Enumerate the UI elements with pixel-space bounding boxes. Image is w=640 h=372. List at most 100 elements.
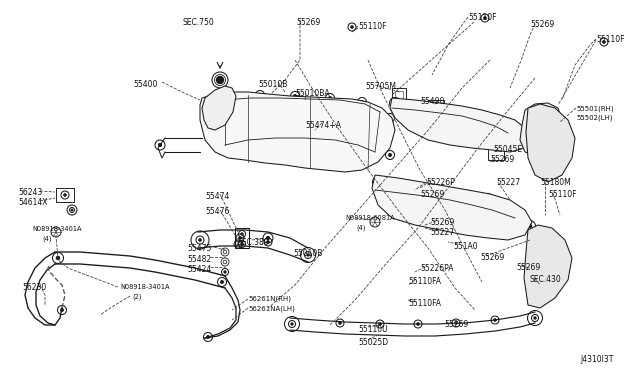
Text: 55227: 55227 (430, 228, 454, 237)
Text: 55110F: 55110F (548, 190, 577, 199)
Circle shape (307, 254, 309, 256)
Circle shape (547, 174, 549, 176)
Circle shape (547, 294, 549, 296)
Text: 55269: 55269 (516, 263, 540, 272)
Text: 55110FA: 55110FA (408, 299, 441, 308)
Circle shape (364, 151, 366, 153)
Circle shape (294, 147, 296, 149)
Text: N08918-3401A: N08918-3401A (32, 226, 81, 232)
Circle shape (489, 117, 492, 119)
Circle shape (379, 323, 381, 325)
Text: SEC.380: SEC.380 (237, 238, 269, 247)
Bar (431, 103, 441, 117)
Circle shape (529, 131, 532, 134)
Circle shape (494, 319, 496, 321)
Text: 55705M: 55705M (365, 82, 396, 91)
Circle shape (239, 237, 241, 239)
Circle shape (241, 233, 243, 235)
Circle shape (376, 180, 380, 183)
Text: 55180M: 55180M (540, 178, 571, 187)
Circle shape (241, 243, 243, 245)
Text: 55110FA: 55110FA (408, 277, 441, 286)
Bar (428, 100, 444, 120)
Circle shape (207, 336, 209, 338)
Text: 55400: 55400 (133, 80, 157, 89)
Text: (4): (4) (356, 224, 365, 231)
Circle shape (361, 101, 364, 103)
Text: (2): (2) (132, 293, 141, 299)
Text: 55110F: 55110F (468, 13, 497, 22)
Polygon shape (526, 104, 575, 182)
Text: 56261NA(LH): 56261NA(LH) (248, 305, 295, 311)
Circle shape (351, 26, 353, 28)
Circle shape (464, 111, 467, 113)
Circle shape (449, 191, 451, 193)
Circle shape (71, 209, 73, 211)
Circle shape (227, 147, 229, 149)
Text: 55482: 55482 (187, 255, 211, 264)
Text: 55025D: 55025D (358, 338, 388, 347)
Text: 55226PA: 55226PA (420, 264, 454, 273)
Circle shape (199, 239, 201, 241)
Circle shape (429, 107, 431, 109)
Circle shape (603, 41, 605, 43)
Text: SEC.430: SEC.430 (530, 275, 562, 284)
Circle shape (394, 102, 397, 105)
Circle shape (455, 322, 457, 324)
Text: 55269: 55269 (444, 320, 468, 329)
Text: 56243: 56243 (18, 188, 42, 197)
Circle shape (259, 147, 261, 149)
Bar (488, 148, 504, 160)
Text: 55110F: 55110F (596, 35, 625, 44)
Bar (56, 188, 74, 202)
Polygon shape (524, 225, 572, 308)
Text: 55474: 55474 (205, 192, 229, 201)
Circle shape (291, 323, 293, 325)
Circle shape (388, 154, 391, 156)
Circle shape (487, 197, 489, 199)
Circle shape (541, 126, 543, 129)
Text: 55476: 55476 (205, 207, 229, 216)
Text: J4310I3T: J4310I3T (580, 355, 613, 364)
Text: 55269: 55269 (530, 20, 554, 29)
Polygon shape (202, 86, 236, 130)
Text: 55045E: 55045E (493, 145, 522, 154)
Text: 55269: 55269 (296, 18, 320, 27)
Text: 55269: 55269 (430, 218, 454, 227)
Circle shape (259, 94, 261, 96)
Circle shape (339, 322, 341, 324)
Circle shape (329, 97, 332, 99)
Text: 55502(LH): 55502(LH) (576, 114, 612, 121)
Bar (395, 91, 403, 103)
Circle shape (543, 264, 547, 266)
Text: 55269: 55269 (420, 190, 444, 199)
Text: 55501(RH): 55501(RH) (576, 105, 614, 112)
Text: 55010B: 55010B (258, 80, 287, 89)
Text: 55474+A: 55474+A (305, 121, 341, 130)
Text: 55110U: 55110U (358, 325, 388, 334)
Polygon shape (200, 92, 395, 172)
Text: 55269: 55269 (480, 253, 504, 262)
Circle shape (388, 117, 391, 119)
Text: 55269: 55269 (490, 155, 515, 164)
Circle shape (417, 323, 419, 325)
Circle shape (547, 139, 549, 141)
Circle shape (56, 256, 60, 260)
Bar (392, 88, 406, 106)
Circle shape (159, 144, 161, 147)
Circle shape (61, 309, 63, 311)
Circle shape (224, 271, 226, 273)
Text: 551A0: 551A0 (453, 242, 477, 251)
Text: 55490: 55490 (420, 97, 444, 106)
Circle shape (534, 317, 536, 319)
Circle shape (329, 147, 332, 149)
Text: 55110F: 55110F (358, 22, 387, 31)
Text: 55227: 55227 (496, 178, 520, 187)
Circle shape (267, 237, 269, 240)
Text: N08918-3401A: N08918-3401A (120, 284, 170, 290)
Text: 55475: 55475 (187, 244, 211, 253)
Bar (235, 228, 249, 248)
Circle shape (529, 224, 532, 228)
Polygon shape (390, 98, 532, 152)
Circle shape (216, 77, 223, 83)
